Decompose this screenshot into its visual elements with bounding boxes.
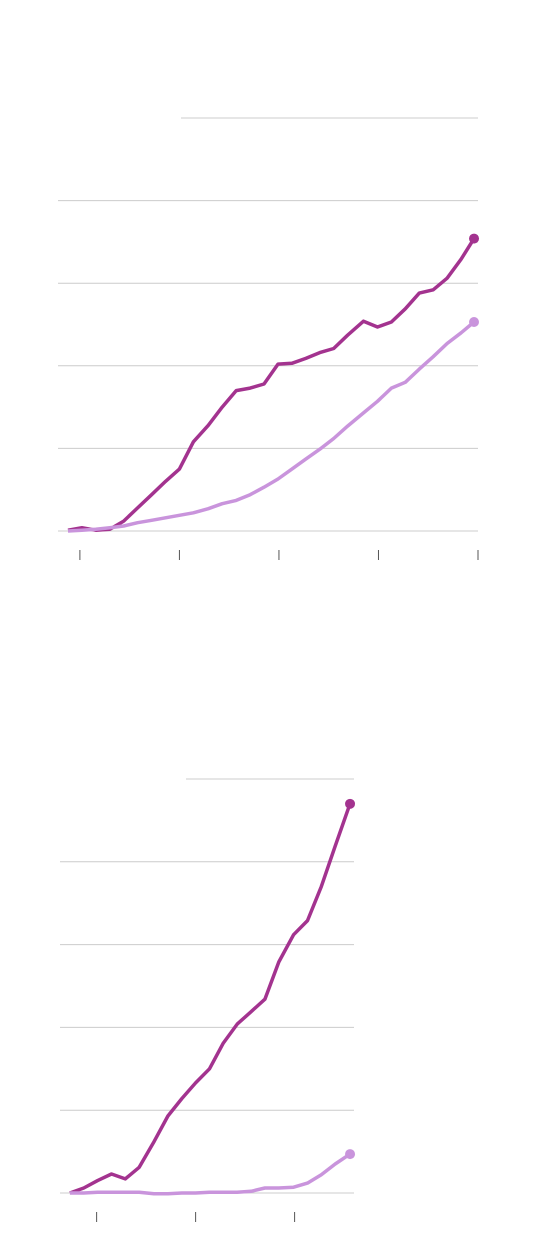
end-dot	[469, 317, 480, 328]
end-dot	[345, 798, 356, 809]
line	[67, 320, 476, 533]
line	[67, 237, 476, 532]
line	[69, 803, 352, 1195]
end-dot	[469, 233, 480, 244]
end-dot	[345, 1149, 356, 1160]
line	[69, 1152, 351, 1196]
